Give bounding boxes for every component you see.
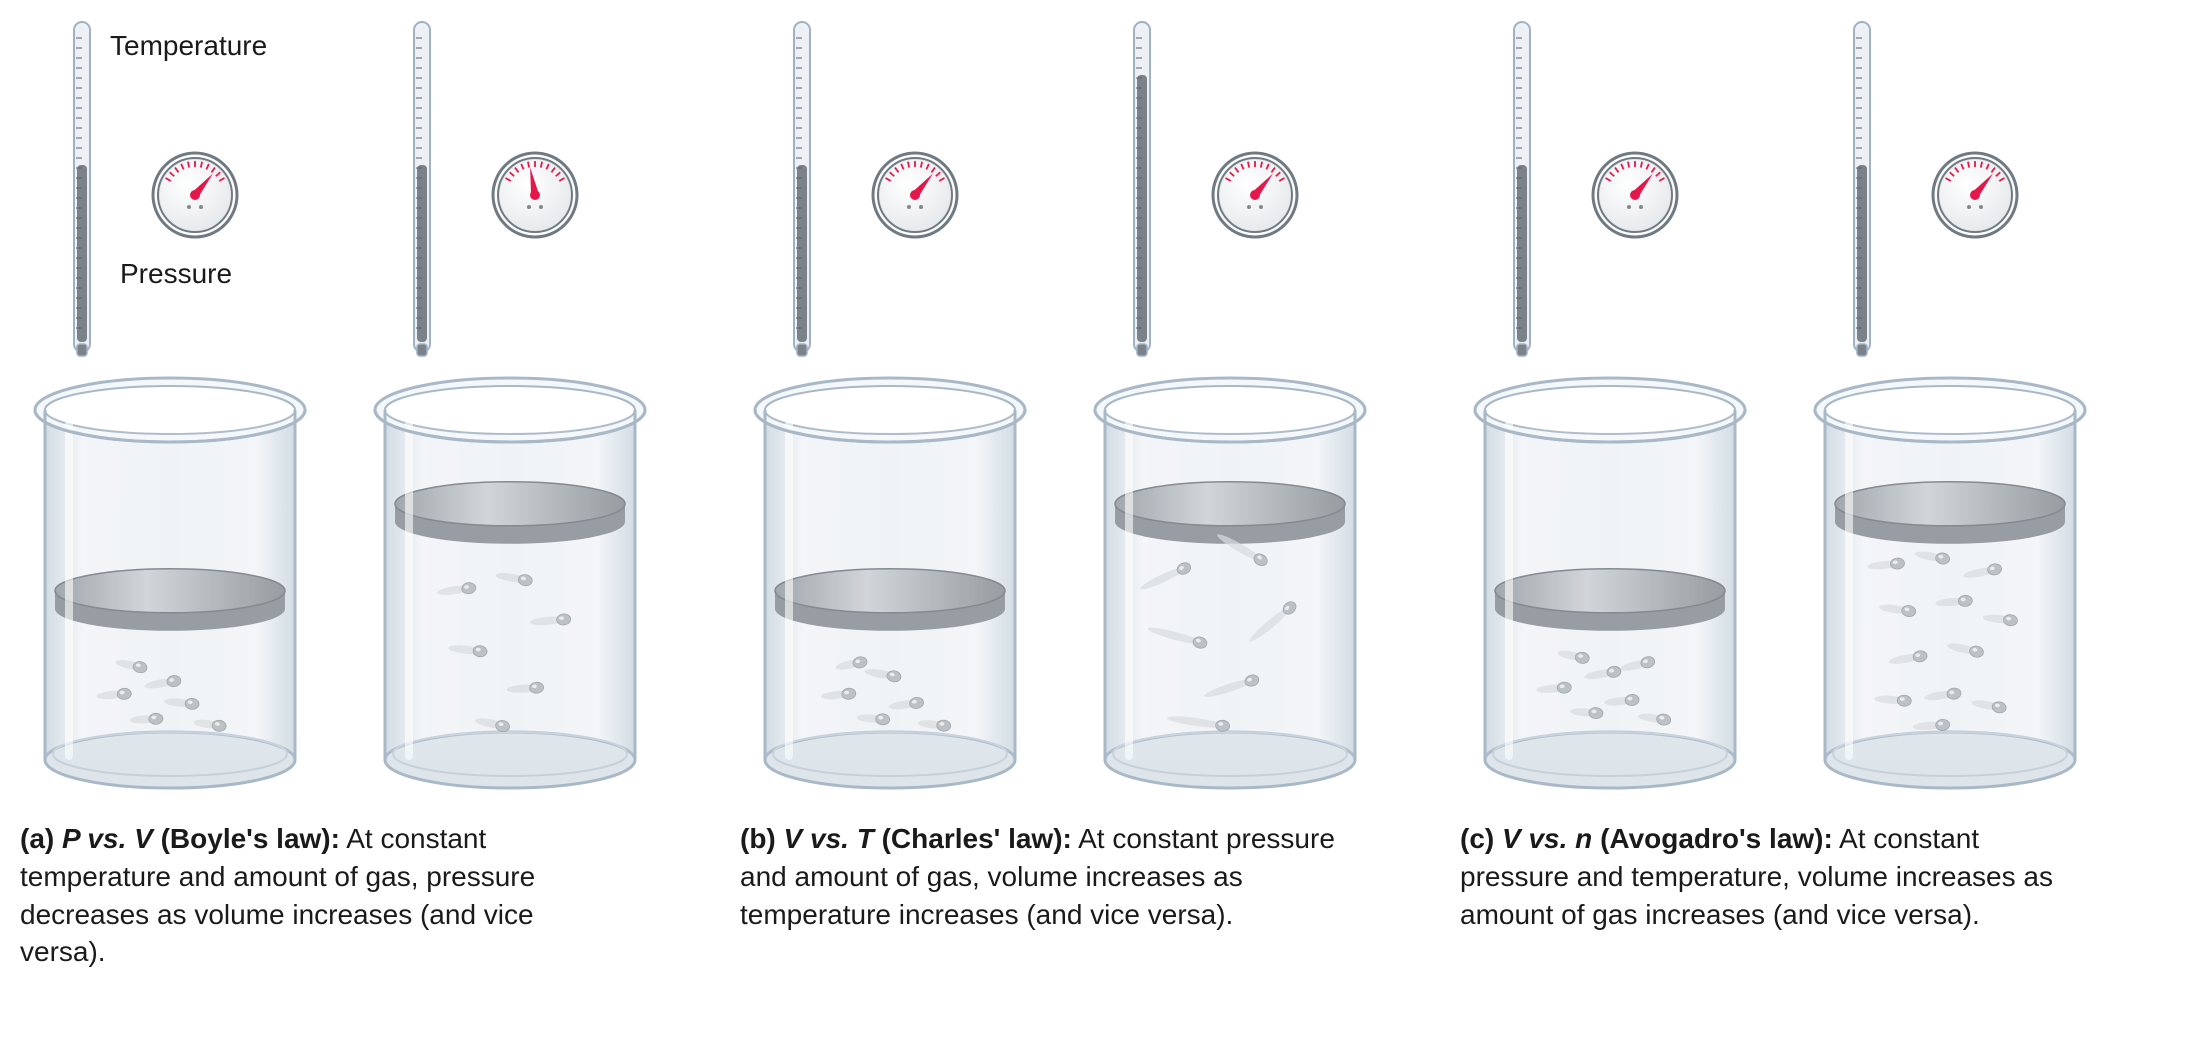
thermometer-icon — [1130, 20, 1154, 360]
caption-lawname: (Avogadro's law): — [1600, 823, 1833, 854]
experiment-setup — [1800, 20, 2100, 790]
pressure-gauge-icon — [490, 150, 580, 240]
beaker-icon — [740, 370, 1040, 790]
instruments: Temperature Pressure — [20, 20, 320, 380]
caption-letter: (a) — [20, 823, 62, 854]
thermometer-icon — [790, 20, 814, 360]
caption-vars: V vs. n — [1502, 823, 1600, 854]
instruments — [1800, 20, 2100, 380]
caption-vars: V vs. T — [784, 823, 882, 854]
instruments — [740, 20, 1040, 380]
setup-pair: Temperature Pressure — [20, 20, 660, 790]
pressure-gauge-icon — [1210, 150, 1300, 240]
law-panel-c: (c) V vs. n (Avogadro's law): At constan… — [1460, 20, 2100, 933]
caption-letter: (c) — [1460, 823, 1502, 854]
beaker-icon — [20, 370, 320, 790]
pressure-gauge-icon — [1930, 150, 2020, 240]
pressure-gauge-icon — [870, 150, 960, 240]
pressure-gauge-icon — [150, 150, 240, 240]
setup-pair — [1460, 20, 2100, 790]
beaker-icon — [1800, 370, 2100, 790]
law-panel-a: Temperature Pressure (a) P vs. V (Boyle's … — [20, 20, 660, 971]
pressure-label: Pressure — [120, 258, 232, 290]
caption: (a) P vs. V (Boyle's law): At constant t… — [20, 820, 620, 971]
beaker-icon — [360, 370, 660, 790]
pressure-gauge-icon — [1590, 150, 1680, 240]
instruments — [360, 20, 660, 380]
gas-laws-figure: Temperature Pressure (a) P vs. V (Boyle's … — [20, 20, 2171, 971]
setup-pair — [740, 20, 1380, 790]
experiment-setup — [1460, 20, 1760, 790]
beaker-icon — [1460, 370, 1760, 790]
thermometer-icon — [1850, 20, 1874, 360]
caption-letter: (b) — [740, 823, 784, 854]
experiment-setup: Temperature Pressure — [20, 20, 320, 790]
caption-lawname: (Boyle's law): — [161, 823, 340, 854]
experiment-setup — [360, 20, 660, 790]
temperature-label: Temperature — [110, 30, 267, 62]
thermometer-icon — [410, 20, 434, 360]
caption: (c) V vs. n (Avogadro's law): At constan… — [1460, 820, 2060, 933]
experiment-setup — [740, 20, 1040, 790]
experiment-setup — [1080, 20, 1380, 790]
caption-vars: P vs. V — [62, 823, 161, 854]
thermometer-icon — [70, 20, 94, 360]
thermometer-icon — [1510, 20, 1534, 360]
instruments — [1460, 20, 1760, 380]
law-panel-b: (b) V vs. T (Charles' law): At constant … — [740, 20, 1380, 933]
caption-lawname: (Charles' law): — [882, 823, 1072, 854]
caption: (b) V vs. T (Charles' law): At constant … — [740, 820, 1340, 933]
beaker-icon — [1080, 370, 1380, 790]
instruments — [1080, 20, 1380, 380]
